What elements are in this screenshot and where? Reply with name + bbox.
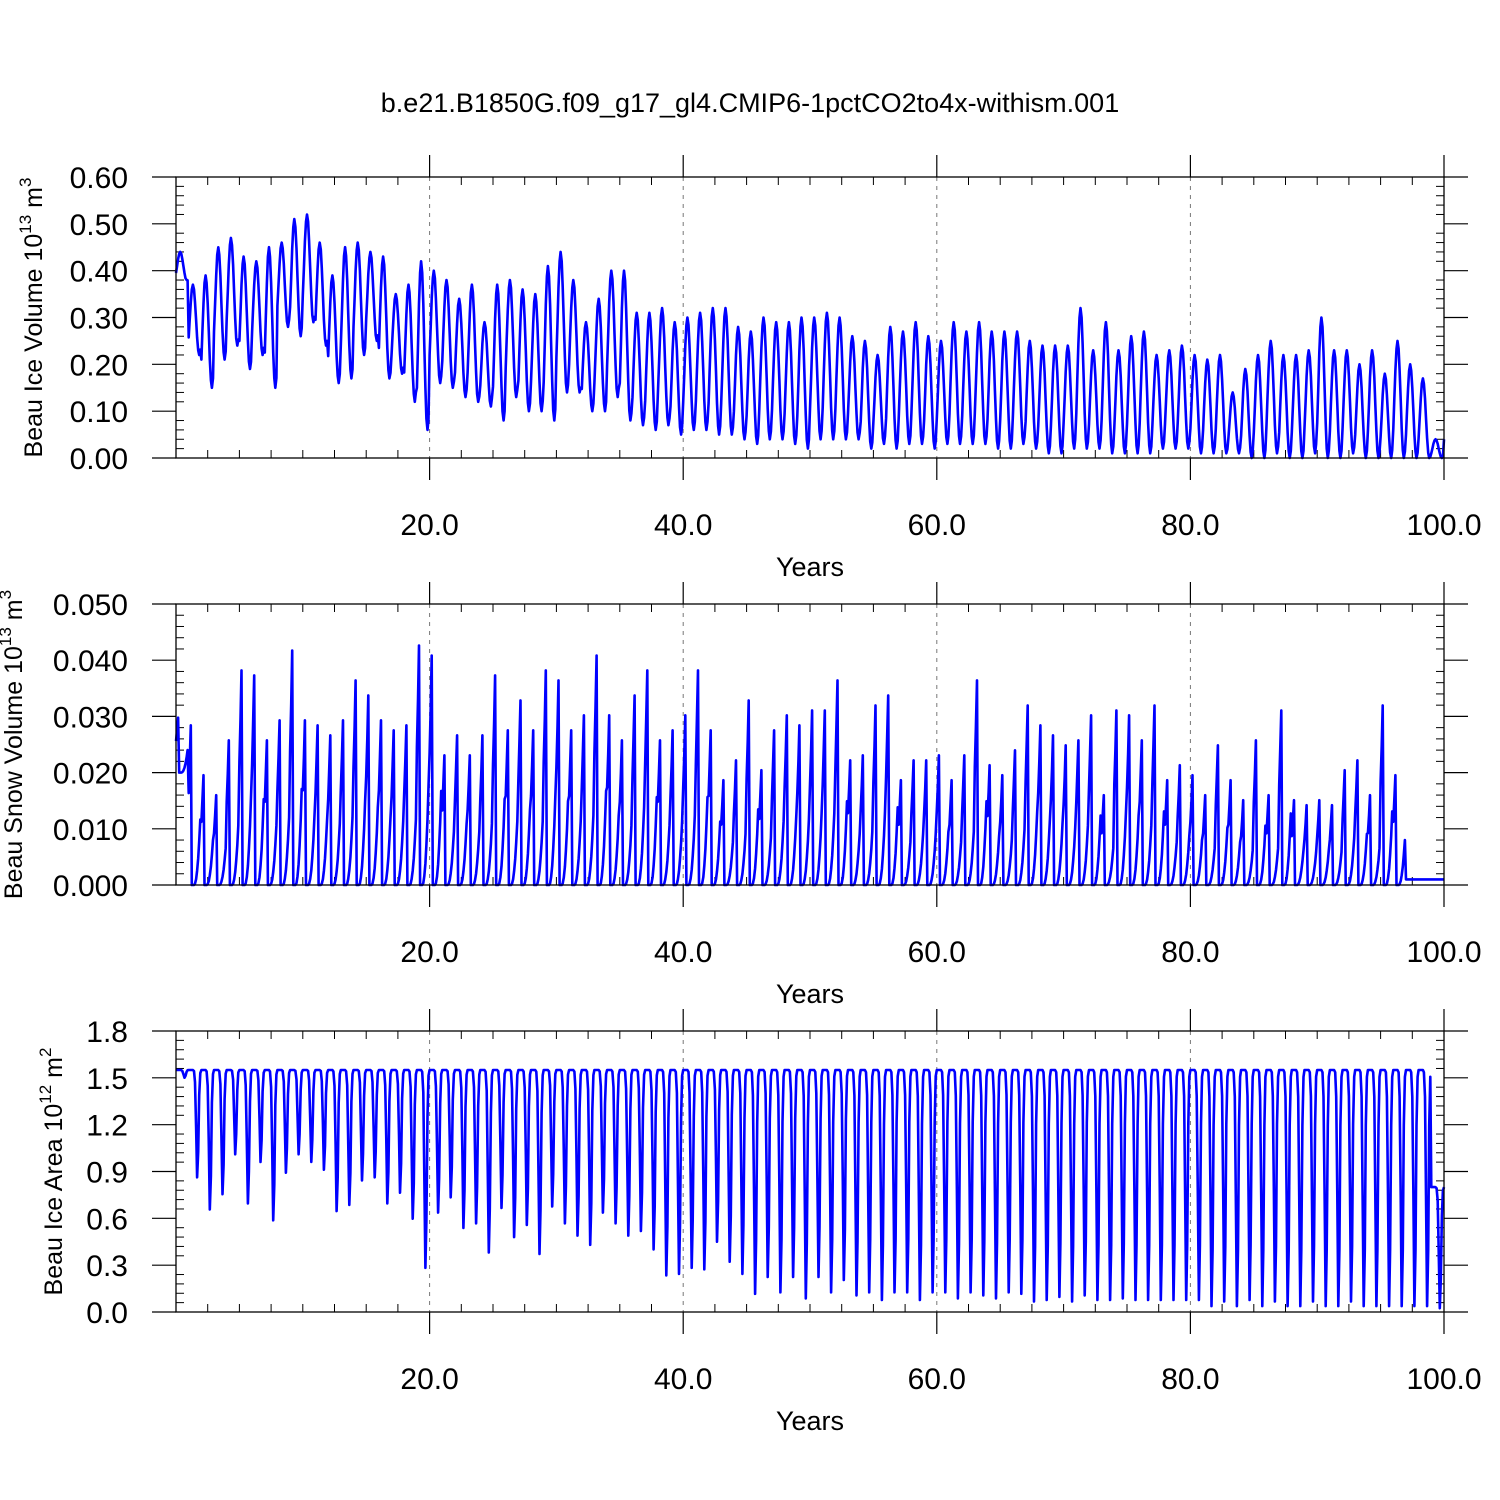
series-line [174,213,1446,460]
panels: 20.0 40.0 60.0 80.0 100.0Years0.000.100.200.… [0,155,1482,1436]
series-line [174,644,1444,887]
y-axis-label: Beau Ice Volume 1013 m3 [16,178,48,458]
y-axis-label-text: Beau Snow Volume 10 [0,646,28,899]
y-axis-label-unit: m [0,599,28,627]
y-axis-label-exponent: 13 [16,215,35,234]
y-tick-label: 0.30 [70,303,128,336]
y-tick-label: 0.50 [70,209,128,242]
panel-3: 20.0 40.0 60.0 80.0 100.0 Years 0.0 0.3 0.6 0.9 1.… [36,1009,1482,1436]
y-axis-label-unit: m [40,1057,68,1085]
x-tick-label: 20.0 [400,936,458,969]
x-tick-label: 20.0 [400,1363,458,1396]
y-axis-label-exponent: 13 [0,627,15,646]
x-tick-label: 60.0 [908,1363,966,1396]
x-tick-label: 40.0 [654,1363,712,1396]
y-tick-label: 0.10 [70,396,128,429]
x-tick-label: 60.0 [908,509,966,542]
figure-title: b.e21.B1850G.f09_g17_gl4.CMIP6-1pctCO2to… [381,88,1119,118]
y-axis-label-exponent: 12 [36,1085,55,1104]
y-tick-label: 0.000 [53,870,128,903]
x-tick-label: 20.0 [400,509,458,542]
panel-1: 20.0 40.0 60.0 80.0 100.0 Years 0.00 0.10 0.20 0.… [16,155,1482,582]
plot-frame [175,1030,1445,1313]
plot-frame [175,603,1445,886]
x-tick-label: 80.0 [1161,1363,1219,1396]
series-line [175,1068,1446,1310]
y-axis-label-unit: m [20,187,48,215]
y-tick-label: 0.040 [53,645,128,678]
y-tick-label: 0.40 [70,256,128,289]
x-tick-label: 80.0 [1161,509,1219,542]
x-tick-label: 100.0 [1406,1363,1481,1396]
y-axis-label-unit-exponent: 3 [16,178,35,187]
y-tick-label: 0.9 [86,1157,128,1190]
y-axis-label-unit-exponent: 2 [36,1048,55,1057]
y-tick-label: 0.050 [53,589,128,622]
panel-2: 20.0 40.0 60.0 80.0 100.0 Years 0.000 0.010 0.02… [0,582,1482,1009]
y-tick-label: 0.6 [86,1203,128,1236]
x-tick-label: 40.0 [654,509,712,542]
y-tick-label: 0.030 [53,701,128,734]
y-tick-label: 0.60 [70,162,128,195]
x-axis-label: Years [776,552,844,582]
y-tick-label: 0.20 [70,349,128,382]
x-tick-label: 100.0 [1406,936,1481,969]
x-tick-label: 100.0 [1406,509,1481,542]
x-tick-label: 60.0 [908,936,966,969]
x-axis-label: Years [776,979,844,1009]
x-tick-label: 40.0 [654,936,712,969]
y-axis-label-unit-exponent: 3 [0,590,15,599]
y-tick-label: 0.3 [86,1250,128,1283]
y-tick-label: 1.2 [86,1110,128,1143]
y-tick-label: 0.010 [53,814,128,847]
y-tick-label: 1.5 [86,1063,128,1096]
y-tick-label: 0.020 [53,758,128,791]
y-tick-label: 0.0 [86,1297,128,1330]
y-axis-label: Beau Snow Volume 1013 m3 [0,590,28,899]
y-axis-label-text: Beau Ice Volume 10 [20,234,48,458]
y-axis-label-text: Beau Ice Area 10 [40,1104,68,1296]
x-tick-label: 80.0 [1161,936,1219,969]
x-axis-label: Years [776,1406,844,1436]
y-tick-label: 0.00 [70,443,128,476]
plot-frame [175,176,1445,459]
y-axis-label: Beau Ice Area 1012 m2 [36,1048,68,1296]
y-tick-label: 1.8 [86,1016,128,1049]
